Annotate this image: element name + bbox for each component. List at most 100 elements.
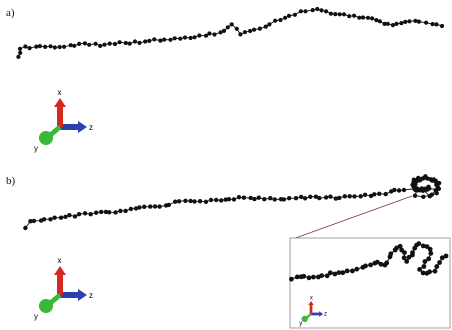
chain-bead [429, 178, 435, 183]
chain-bead [414, 186, 420, 191]
chain-bead [306, 275, 312, 281]
chain-bead [118, 208, 123, 214]
chain-bead [283, 15, 288, 20]
chain-bead [157, 204, 162, 209]
chain-bead [234, 26, 239, 31]
chain-bead [172, 36, 177, 41]
chain-bead [82, 41, 87, 46]
chain-bead [342, 194, 347, 199]
chain-bead [166, 202, 171, 208]
chain-bead [197, 33, 202, 38]
chain-bead [333, 196, 339, 201]
chain-bead [328, 11, 333, 16]
chain-bead [336, 270, 342, 275]
chain-bead [360, 15, 366, 20]
chain-bead [327, 270, 333, 276]
axis-x-shaft [57, 107, 63, 127]
chain-bead [347, 194, 352, 199]
chain-bead [401, 255, 407, 261]
chain-bead [293, 196, 299, 201]
chain-bead [385, 21, 390, 26]
chain-bead [425, 176, 430, 181]
axis-x-arrowhead [54, 266, 66, 275]
chain-bead [17, 46, 23, 51]
chain-bead [102, 42, 107, 47]
chain-bead [313, 194, 319, 199]
chain-bead [58, 215, 64, 220]
chain-bead [99, 209, 104, 215]
axis-y-label: y [299, 321, 302, 327]
chain-bead [301, 273, 307, 279]
chain-bead [67, 213, 72, 218]
chain-bead [294, 274, 300, 280]
chain-bead [403, 19, 408, 24]
chain-bead [127, 41, 132, 46]
chain-bead [281, 197, 287, 202]
chain-bead [132, 39, 138, 44]
chain-bead [142, 204, 147, 209]
chain-bead [354, 266, 360, 272]
chain-bead [68, 43, 73, 48]
chain-bead [192, 199, 197, 204]
chain-bead [162, 37, 167, 42]
axis-x-arrowhead [308, 300, 314, 305]
chain-bead [238, 32, 243, 37]
chain-bead [88, 212, 93, 217]
chain-bead [43, 44, 48, 50]
chain-bead [363, 263, 368, 269]
axis-triad-a: x z y [34, 88, 93, 153]
chain-bead [273, 18, 278, 23]
chain-bead [262, 197, 267, 202]
chain-bead [183, 198, 188, 203]
chain-bead [218, 30, 223, 35]
chain-bead [417, 267, 422, 272]
axis-x-label: x [310, 296, 313, 302]
chain-bead [439, 255, 445, 261]
chain-bead [324, 9, 329, 14]
chain-bead [203, 33, 209, 38]
chain-bead [333, 12, 338, 17]
axis-z-shaft [311, 312, 320, 316]
chain-bead [27, 46, 32, 51]
chain-bead [289, 276, 294, 282]
chain-bead [311, 274, 316, 280]
chain-bead [147, 38, 152, 44]
chain-bead [103, 209, 109, 215]
chain-bead [332, 271, 338, 277]
chain-bead [375, 259, 380, 265]
chain-bead [410, 250, 415, 256]
axis-y-label: y [34, 144, 38, 153]
chain-bead [303, 9, 308, 14]
axis-y-sphere [39, 299, 53, 313]
chain-bead [432, 268, 438, 274]
chain-bead [242, 30, 247, 35]
chain-bead [429, 192, 434, 197]
chain-bead [394, 245, 399, 251]
chain-bead [421, 264, 427, 269]
chain-bead [382, 21, 387, 26]
chain-bead [173, 199, 178, 204]
chain-bead [123, 40, 128, 46]
chain-bead [424, 244, 430, 250]
chain-bead [18, 50, 23, 56]
chain-bead [377, 191, 382, 196]
chain-bead [252, 27, 257, 32]
axis-x-label: x [58, 88, 62, 97]
chain-bead [94, 210, 99, 215]
chain-bead [388, 251, 394, 257]
chain-bead [372, 192, 377, 197]
chain-bead [434, 182, 439, 187]
chain-bead [328, 194, 333, 199]
chain-bead [392, 187, 397, 193]
axis-x-shaft [309, 305, 313, 314]
polymer-chain-a [16, 6, 445, 60]
chain-bead [31, 218, 37, 224]
axis-z-shaft [60, 124, 78, 130]
chain-bead [77, 41, 82, 47]
chain-bead [324, 273, 330, 279]
axis-x-shaft [57, 275, 63, 295]
chain-bead [229, 22, 234, 27]
axis-z-label: z [89, 291, 93, 300]
chain-bead [37, 44, 43, 49]
chain-bead [407, 19, 412, 24]
